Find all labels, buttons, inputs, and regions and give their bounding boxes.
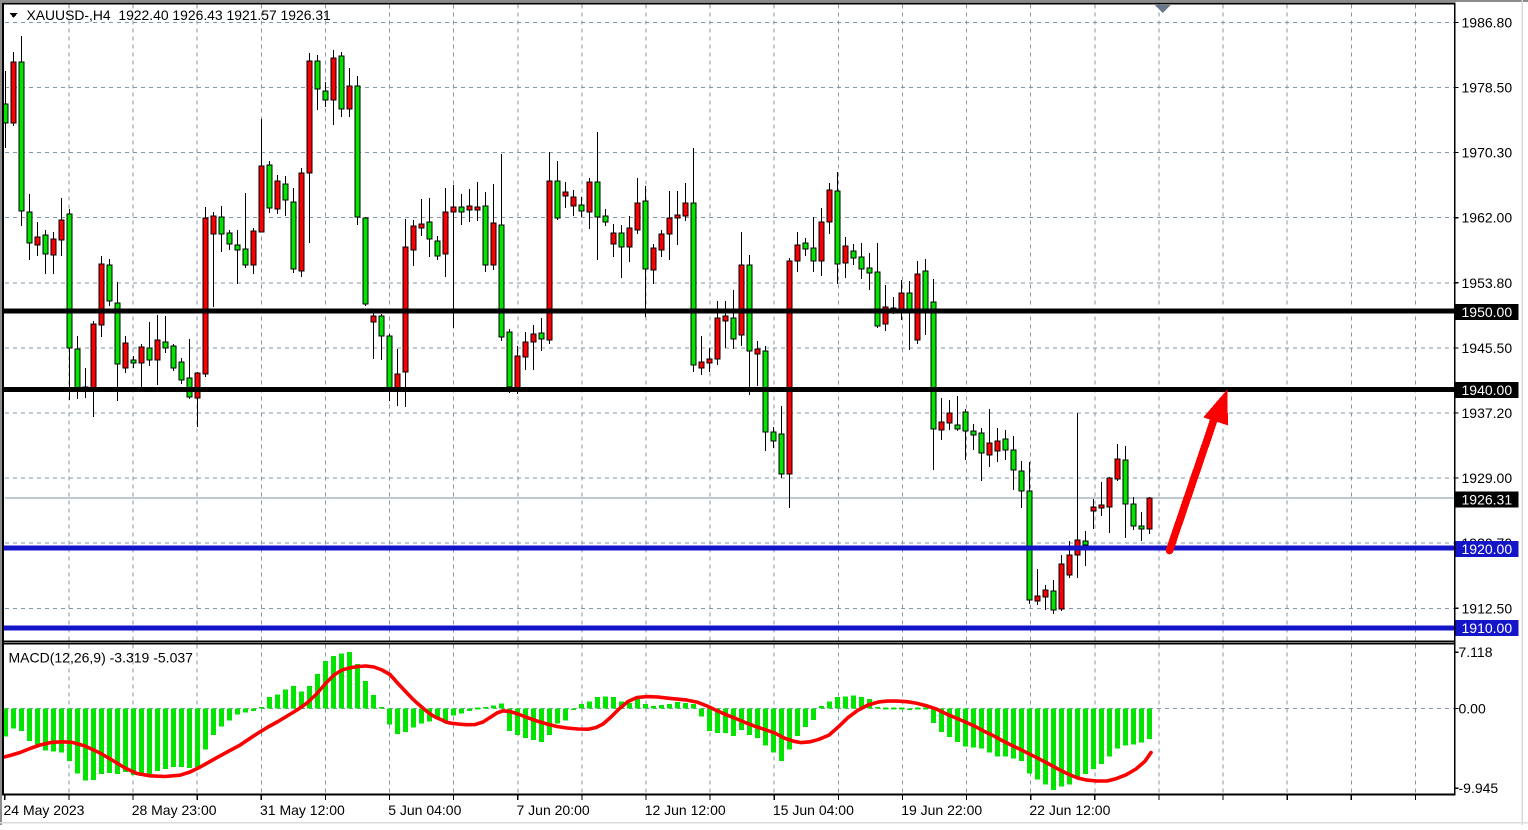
svg-text:1926.31: 1926.31 xyxy=(1462,491,1513,507)
svg-text:1962.00: 1962.00 xyxy=(1462,210,1513,226)
svg-text:1978.50: 1978.50 xyxy=(1462,80,1513,96)
svg-text:1953.80: 1953.80 xyxy=(1462,275,1513,291)
svg-text:5 Jun 04:00: 5 Jun 04:00 xyxy=(388,802,461,818)
svg-text:1945.50: 1945.50 xyxy=(1462,340,1513,356)
svg-text:1910.00: 1910.00 xyxy=(1462,620,1513,636)
svg-text:1937.20: 1937.20 xyxy=(1462,405,1513,421)
svg-text:31 May 12:00: 31 May 12:00 xyxy=(260,802,345,818)
svg-text:15 Jun 04:00: 15 Jun 04:00 xyxy=(773,802,854,818)
svg-text:28 May 23:00: 28 May 23:00 xyxy=(132,802,217,818)
svg-text:-9.945: -9.945 xyxy=(1459,780,1499,796)
svg-text:1920.00: 1920.00 xyxy=(1462,541,1513,557)
svg-text:1986.80: 1986.80 xyxy=(1462,14,1513,30)
svg-text:7.118: 7.118 xyxy=(1459,644,1493,660)
svg-text:1929.00: 1929.00 xyxy=(1462,470,1513,486)
svg-text:7 Jun 20:00: 7 Jun 20:00 xyxy=(517,802,590,818)
svg-text:24 May 2023: 24 May 2023 xyxy=(4,802,85,818)
svg-text:19 Jun 22:00: 19 Jun 22:00 xyxy=(901,802,982,818)
svg-text:1940.00: 1940.00 xyxy=(1462,382,1513,398)
svg-text:1950.00: 1950.00 xyxy=(1462,304,1513,320)
svg-text:12 Jun 12:00: 12 Jun 12:00 xyxy=(645,802,726,818)
svg-text:1912.50: 1912.50 xyxy=(1462,600,1513,616)
svg-text:XAUUSD-,H4 1922.40 1926.43 19: XAUUSD-,H4 1922.40 1926.43 1921.57 1926.… xyxy=(27,7,332,23)
svg-text:22 Jun 12:00: 22 Jun 12:00 xyxy=(1029,802,1110,818)
svg-text:0.00: 0.00 xyxy=(1459,700,1486,716)
svg-text:MACD(12,26,9) -3.319 -5.037: MACD(12,26,9) -3.319 -5.037 xyxy=(9,650,194,666)
svg-text:1970.30: 1970.30 xyxy=(1462,145,1513,161)
